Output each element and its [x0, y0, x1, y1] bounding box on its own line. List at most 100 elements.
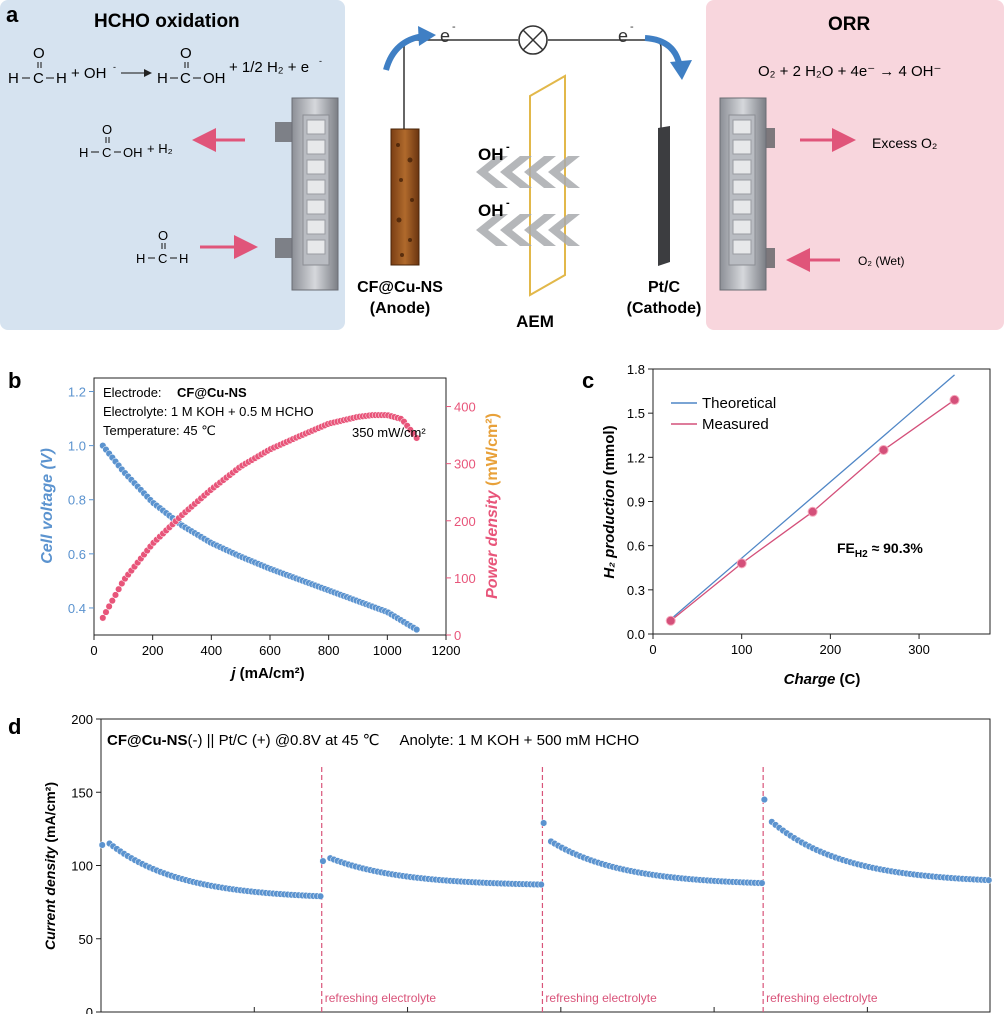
cathode-electrode	[658, 126, 670, 266]
c-measured-point	[878, 444, 889, 455]
svg-text:-: -	[319, 56, 322, 66]
b-ytick-left-label: 1.0	[68, 439, 86, 454]
b-peak-label: 350 mW/cm²	[352, 425, 426, 440]
anode-electrode	[390, 128, 420, 266]
right-box	[706, 0, 1004, 330]
b-ytick-right-label: 300	[454, 457, 476, 472]
b-power-point	[105, 602, 113, 610]
d-current-point	[985, 876, 993, 884]
left-title: HCHO oxidation	[94, 11, 240, 32]
c-ytick-label: 1.5	[627, 406, 645, 421]
b-power-point	[108, 597, 116, 605]
b-xtick-label: 1200	[432, 643, 461, 658]
svg-text:OH: OH	[123, 145, 143, 160]
c-ytick-label: 1.2	[627, 450, 645, 465]
c-measured-point	[665, 615, 676, 626]
svg-text:H: H	[179, 251, 188, 266]
c-ytick-label: 0.9	[627, 495, 645, 510]
d-marks	[98, 796, 993, 900]
b-power-point	[102, 608, 110, 616]
d-ytick-label: 200	[71, 712, 93, 727]
b-xtick-label: 1000	[373, 643, 402, 658]
panel-a-label: a	[6, 2, 19, 27]
c-measured-point	[807, 506, 818, 517]
d-ylabel: Current density (mA/cm²)	[42, 782, 58, 950]
b-ytick-right-label: 100	[454, 571, 476, 586]
b-marks	[99, 411, 421, 634]
svg-text:-: -	[452, 21, 456, 33]
electron-right: e	[618, 26, 628, 46]
d-refresh-label: refreshing electrolyte	[325, 991, 437, 1005]
b-xtick-label: 800	[318, 643, 340, 658]
left-box	[0, 0, 345, 330]
svg-text:OH: OH	[203, 70, 226, 87]
formate-product: O H C OH + H₂	[79, 122, 173, 160]
d-title: CF@Cu-NS(-) || Pt/C (+) @0.8V at 45 ℃ An…	[107, 732, 639, 749]
svg-text:-: -	[113, 62, 116, 72]
svg-text:C: C	[158, 251, 167, 266]
svg-text:C: C	[33, 70, 44, 87]
cathode-label-1: Pt/C	[648, 279, 680, 296]
b-ytick-left-label: 0.4	[68, 601, 86, 616]
svg-text:C: C	[180, 70, 191, 87]
svg-text:O: O	[102, 122, 112, 137]
d-current-point	[537, 880, 545, 889]
svg-text:C: C	[102, 145, 111, 160]
c-legend-theoretical: Theoretical	[702, 395, 776, 412]
d-current-point	[98, 841, 106, 849]
d-refresh-label: refreshing electrolyte	[766, 991, 878, 1005]
svg-text:O: O	[158, 228, 168, 243]
c-ylabel: H₂ production (mmol)	[601, 425, 618, 578]
d-current-point	[319, 857, 327, 865]
b-ytick-left-label: 1.2	[68, 385, 86, 400]
svg-text:-: -	[506, 197, 510, 209]
wet-o2: O₂ (Wet)	[858, 254, 904, 268]
panel-d-label: d	[8, 714, 21, 739]
b-ytick-left-label: 0.8	[68, 493, 86, 508]
b-ytick-left-label: 0.6	[68, 547, 86, 562]
c-ytick-label: 1.8	[627, 362, 645, 377]
b-power-point	[413, 434, 421, 442]
c-xlabel: Charge (C)	[784, 671, 861, 688]
c-theoretical-line	[670, 374, 955, 620]
d-ytick-label: 0	[86, 1005, 93, 1014]
oh-label-2: OH	[478, 201, 504, 220]
d-current-point	[316, 892, 325, 900]
d-ytick-label: 100	[71, 859, 93, 874]
b-power-point	[99, 614, 107, 622]
b-voltage-point	[413, 626, 421, 634]
b-xlabel: j (mA/cm²)	[229, 665, 304, 682]
c-legend: Theoretical Measured	[671, 395, 776, 433]
b-xtick-label: 600	[259, 643, 281, 658]
b-electrode-label: Electrode:	[103, 385, 162, 400]
panel-b-label: b	[8, 368, 21, 393]
d-refresh-label: refreshing electrolyte	[545, 991, 657, 1005]
panel-c-label: c	[582, 368, 594, 393]
b-xticks: 0 200 400 600 800 1000 1200	[90, 635, 460, 658]
svg-text:H: H	[157, 70, 168, 87]
c-xtick-label: 200	[820, 642, 842, 657]
svg-text:-: -	[506, 141, 510, 153]
svg-text:H: H	[56, 70, 67, 87]
b-xtick-label: 400	[200, 643, 222, 658]
svg-text:O: O	[33, 45, 45, 62]
b-yticks-left: 0.4 0.6 0.8 1.0 1.2	[68, 385, 94, 616]
c-xtick-label: 300	[908, 642, 930, 657]
b-xtick-label: 200	[142, 643, 164, 658]
cathode-flow-plate	[719, 97, 775, 291]
c-xtick-label: 100	[731, 642, 753, 657]
svg-text:H: H	[79, 145, 88, 160]
c-fe-annotation: FEH2 ≈ 90.3%	[837, 540, 923, 560]
d-current-point	[760, 796, 768, 804]
electron-arrow-left	[383, 33, 425, 71]
b-power-point	[111, 591, 120, 599]
cathode-label-2: (Cathode)	[627, 300, 702, 317]
reaction-plus-oh: + OH	[71, 65, 106, 82]
c-measured-point	[949, 394, 960, 405]
d-ytick-label: 50	[79, 932, 93, 947]
d-current-point	[758, 879, 766, 887]
c-xtick-label: 0	[649, 642, 656, 657]
